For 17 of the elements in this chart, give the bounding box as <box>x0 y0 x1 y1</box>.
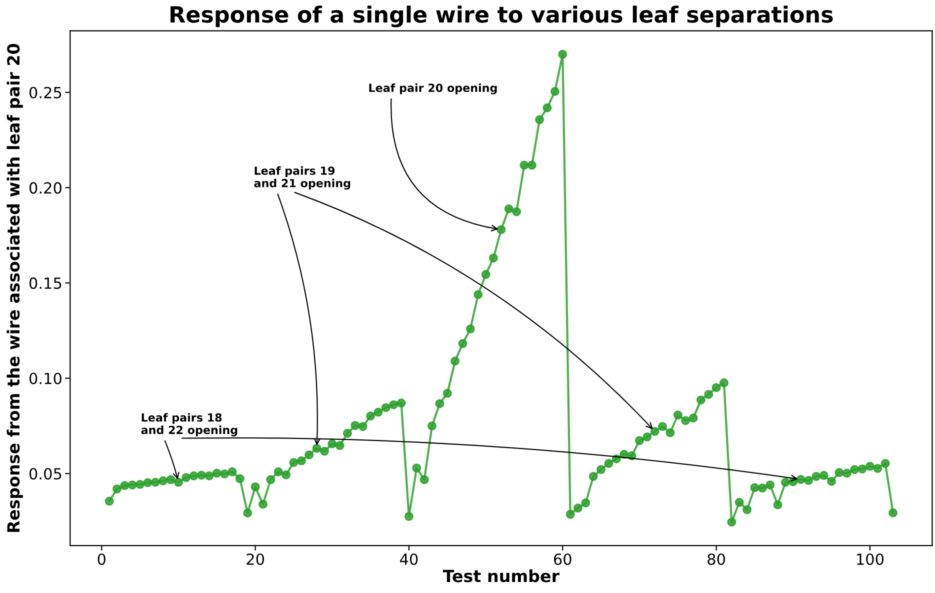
y-axis-title: Response from the wire associated with leaf pair 20 <box>6 44 23 532</box>
y-tick-label: 0.05 <box>29 468 62 480</box>
annotation: Leaf pair 20 opening <box>369 83 497 94</box>
x-axis-title: Test number <box>442 569 560 582</box>
x-tick-label: 60 <box>554 553 572 566</box>
annotation: Leaf pairs 18 and 22 opening <box>141 413 238 436</box>
x-tick-label: 0 <box>98 553 106 566</box>
y-tick-label: 0.25 <box>29 86 62 98</box>
x-tick-label: 100 <box>857 553 884 566</box>
x-tick-label: 40 <box>400 553 418 566</box>
y-tick-label: 0.20 <box>29 182 62 194</box>
chart-title: Response of a single wire to various leaf separations <box>170 6 833 28</box>
x-tick-label: 20 <box>246 553 264 566</box>
y-tick-label: 0.10 <box>29 372 62 384</box>
annotation: Leaf pairs 19 and 21 opening <box>254 166 350 190</box>
y-tick-label: 0.15 <box>29 277 62 289</box>
x-tick-label: 80 <box>708 553 725 566</box>
